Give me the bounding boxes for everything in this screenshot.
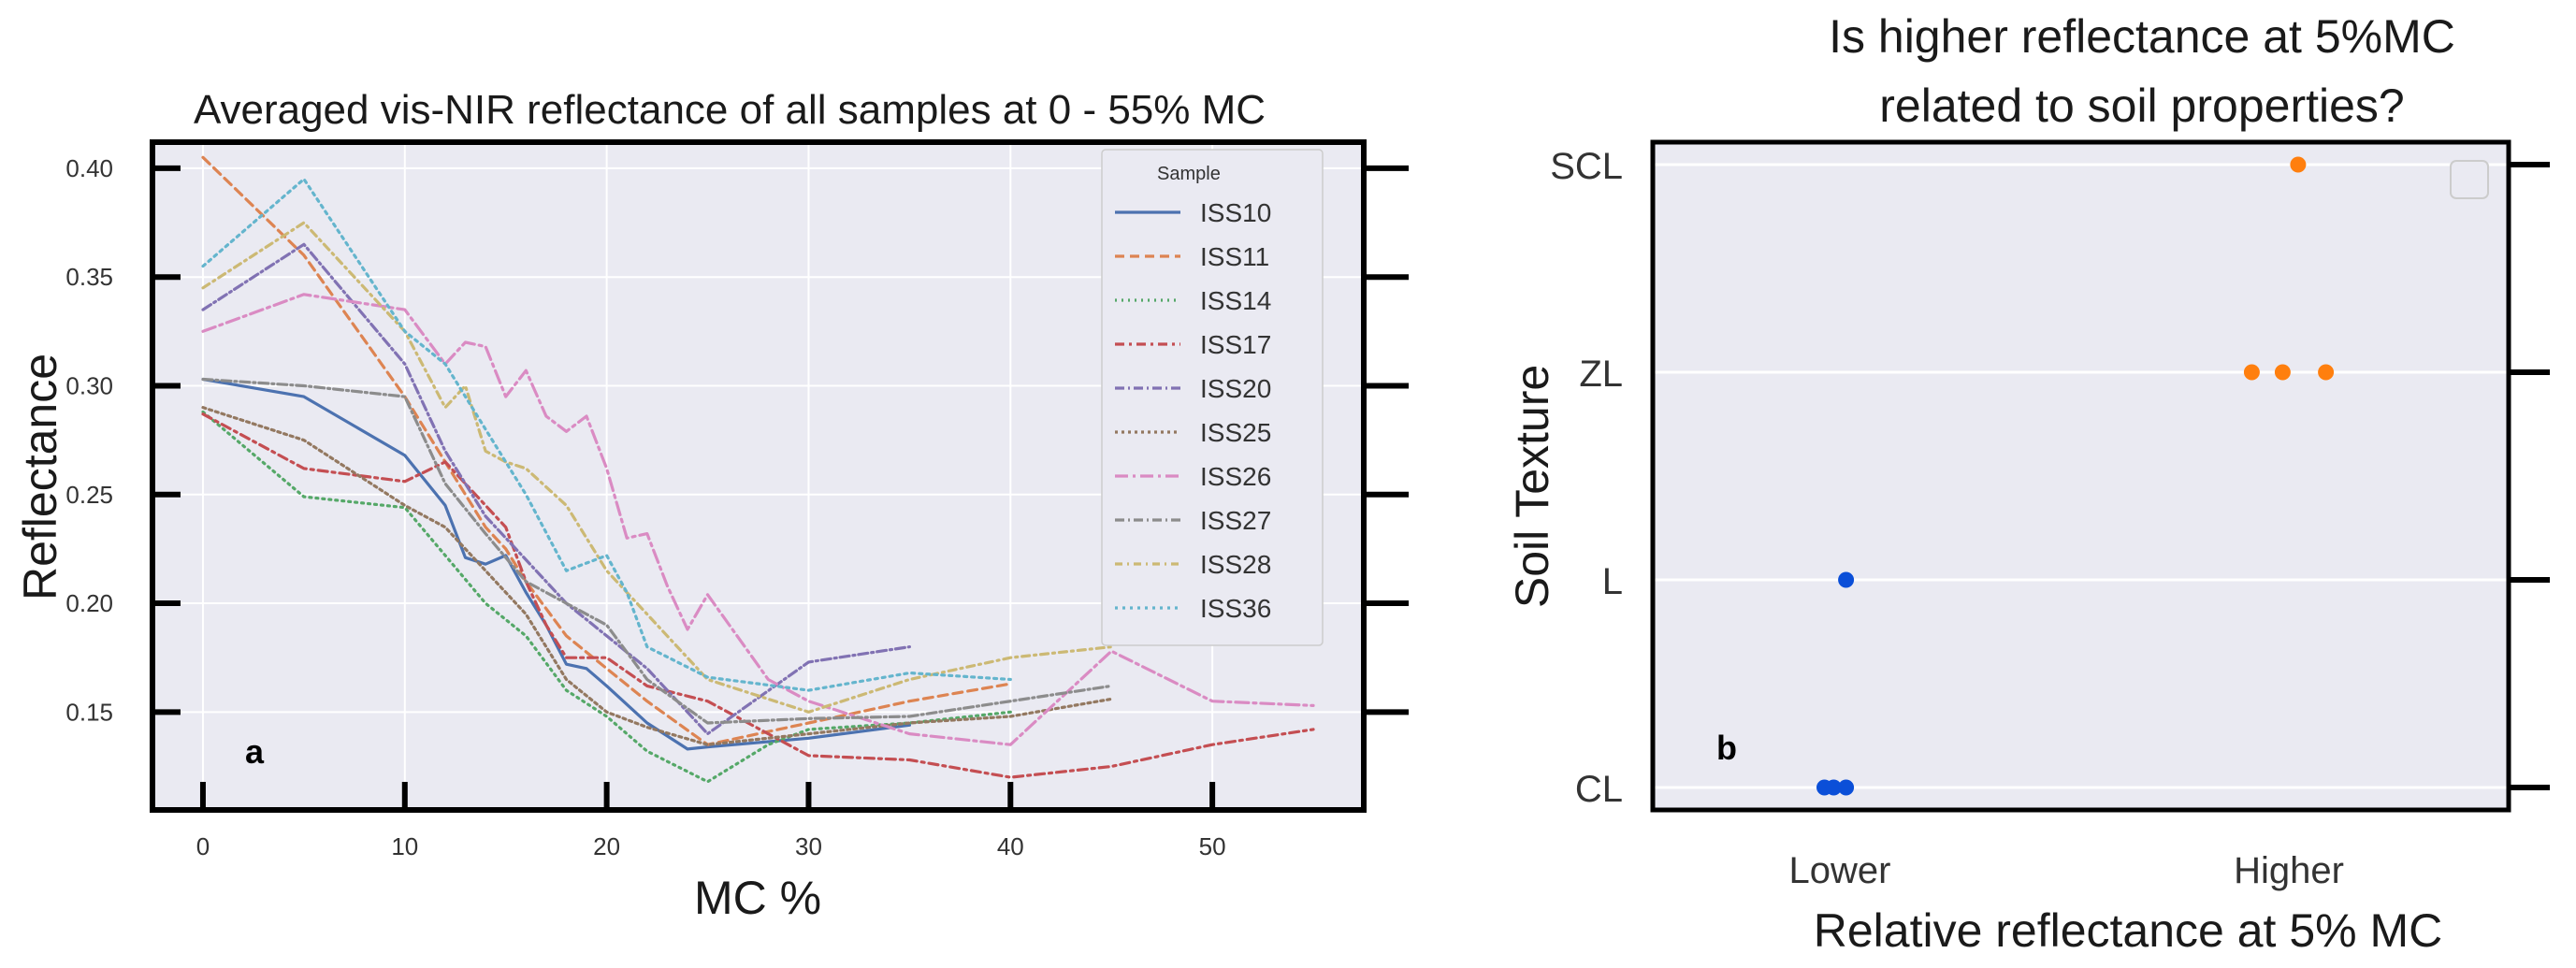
panel-a-x-ticks: 0 10 20 30 40 50	[196, 782, 1226, 860]
series-line-iss25	[201, 406, 1113, 746]
legend-label-iss27: ISS27	[1200, 506, 1271, 535]
panel-a-x-label: MC %	[694, 872, 821, 924]
legend-items: ISS10 ISS11 ISS14 ISS17 ISS20 ISS25 ISS26 ISS27…	[1115, 198, 1271, 623]
series-line-iss11	[201, 155, 1012, 746]
y-tick-label-0-35: 0.35	[65, 263, 113, 291]
legend-label-iss11: ISS11	[1200, 242, 1269, 271]
series-line-iss26	[201, 293, 1315, 746]
panel-b-x-label: Relative reflectance at 5% MC	[1814, 904, 2443, 957]
series-line-iss36	[201, 177, 1012, 692]
panel-a-y-label: Reflectance	[14, 354, 66, 600]
panel-b: Is higher reflectance at 5%MC related to…	[1506, 10, 2550, 957]
legend-label-iss26: ISS26	[1200, 462, 1271, 491]
x-tick-label-lower: Lower	[1789, 850, 1891, 891]
panel-b-title-line-2: related to soil properties?	[1879, 79, 2404, 132]
panel-b-frame	[1650, 139, 2511, 813]
panel-b-y-ticks: CL L ZL SCL	[1550, 146, 2550, 810]
point-higher-zl-2	[2274, 364, 2291, 381]
y-tick-label-zl: ZL	[1579, 354, 1623, 395]
panel-b-legend-box	[2450, 160, 2489, 199]
panel-b-title-line-1: Is higher reflectance at 5%MC	[1829, 10, 2455, 63]
panel-a-title: Averaged vis-NIR reflectance of all samp…	[194, 87, 1266, 133]
x-tick-label-50: 50	[1199, 832, 1226, 860]
panel-b-letter: b	[1716, 729, 1737, 767]
legend-title: Sample	[1157, 164, 1221, 184]
x-tick-label-20: 20	[593, 832, 620, 860]
y-tick-label-cl: CL	[1575, 769, 1623, 810]
legend-label-iss28: ISS28	[1200, 550, 1271, 579]
panel-a-frame	[150, 139, 1367, 813]
x-tick-label-0: 0	[196, 832, 210, 860]
legend-label-iss14: ISS14	[1200, 286, 1271, 315]
point-lower-cl-2	[1838, 779, 1855, 796]
panel-a-series	[201, 155, 1315, 784]
panel-b-grid	[1653, 163, 2509, 789]
point-lower-cl-1	[1825, 779, 1842, 796]
y-tick-label-scl: SCL	[1550, 146, 1623, 187]
legend-label-iss36: ISS36	[1200, 594, 1271, 623]
x-tick-label-higher: Higher	[2234, 850, 2344, 891]
point-higher-scl-0	[2290, 156, 2307, 173]
x-tick-label-30: 30	[795, 832, 822, 860]
legend-label-iss25: ISS25	[1200, 418, 1271, 447]
series-line-iss27	[201, 377, 1113, 725]
y-tick-label-0-3: 0.30	[65, 371, 113, 399]
panel-a: Averaged vis-NIR reflectance of all samp…	[14, 87, 1409, 924]
y-tick-label-0-15: 0.15	[65, 698, 113, 726]
panel-a-y-ticks: 0.15 0.20 0.25 0.30 0.35 0.40	[65, 154, 1409, 726]
y-tick-label-l: L	[1602, 561, 1623, 602]
panel-b-x-ticks: Lower Higher	[1789, 850, 2344, 891]
point-lower-l-3	[1838, 571, 1855, 588]
series-line-iss28	[201, 221, 1113, 714]
panel-a-legend: Sample ISS10ISS11ISS14ISS17ISS20ISS25ISS…	[1101, 149, 1324, 646]
panel-a-letter: a	[245, 732, 265, 771]
x-tick-label-40: 40	[997, 832, 1024, 860]
legend-label-iss17: ISS17	[1200, 330, 1271, 359]
y-tick-label-0-25: 0.25	[65, 481, 113, 509]
series-line-iss14	[201, 410, 1012, 784]
y-tick-label-0-4: 0.40	[65, 154, 113, 182]
point-higher-zl-1	[2243, 364, 2260, 381]
series-line-iss17	[201, 412, 1315, 779]
panel-b-y-label: Soil Texture	[1506, 365, 1558, 608]
panel-b-plot-area	[1653, 142, 2509, 810]
y-tick-label-0-2: 0.20	[65, 589, 113, 617]
panel-b-points	[1816, 156, 2335, 796]
x-tick-label-10: 10	[391, 832, 418, 860]
point-higher-zl-3	[2318, 364, 2335, 381]
legend-label-iss20: ISS20	[1200, 374, 1271, 403]
legend-label-iss10: ISS10	[1200, 198, 1271, 227]
